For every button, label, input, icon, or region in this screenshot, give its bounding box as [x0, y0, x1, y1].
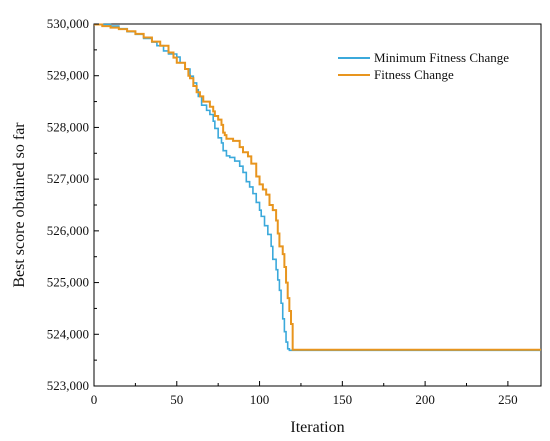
legend: Minimum Fitness Change Fitness Change	[338, 50, 509, 82]
legend-label-fitness-change: Fitness Change	[374, 67, 454, 82]
x-axis-title: Iteration	[290, 419, 344, 436]
x-tick-label: 0	[91, 392, 98, 407]
y-tick-label: 526,000	[47, 223, 89, 238]
y-tick-label: 529,000	[47, 68, 89, 83]
x-tick-label: 250	[498, 392, 518, 407]
legend-label-minimum-fitness-change: Minimum Fitness Change	[374, 50, 509, 65]
y-axis-title: Best score obtained so far	[11, 122, 28, 288]
y-axis: 523,000 524,000 525,000 526,000 527,000 528,0…	[47, 16, 99, 393]
plot-frame	[93, 23, 542, 387]
y-tick-label: 524,000	[47, 326, 89, 341]
series-line-fitness-change	[94, 23, 541, 351]
x-axis: 0 50 100 150 200 250	[91, 381, 518, 407]
x-tick-label: 100	[250, 392, 270, 407]
x-tick-label: 150	[333, 392, 353, 407]
plot-area	[93, 23, 542, 387]
y-tick-label: 530,000	[47, 16, 89, 31]
y-tick-label: 527,000	[47, 171, 89, 186]
x-tick-label: 200	[415, 392, 435, 407]
series-layer	[94, 23, 541, 352]
y-tick-label: 525,000	[47, 275, 89, 290]
x-tick-label: 50	[170, 392, 183, 407]
y-tick-label: 528,000	[47, 119, 89, 134]
series-line-minimum-fitness-change	[94, 23, 541, 352]
y-tick-label: 523,000	[47, 378, 89, 393]
